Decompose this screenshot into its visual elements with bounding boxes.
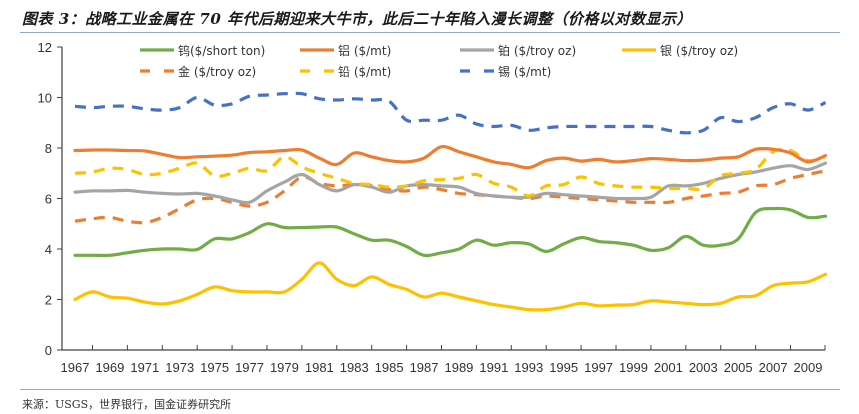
x-tick-label: 1981: [305, 360, 334, 375]
line-chart: 0 2 4 6 8 10 12 1967 1969 1971 1973 1975 1977 1979 198…: [38, 40, 828, 375]
x-tick-label: 1983: [340, 360, 369, 375]
y-tick-label: 0: [45, 343, 52, 358]
x-tick-label: 2001: [654, 360, 683, 375]
legend-label: 铂 ($/troy oz): [498, 43, 576, 58]
x-tick-label: 1973: [165, 360, 194, 375]
x-tick-label: 1967: [61, 360, 90, 375]
legend-item: 铝 ($/mt): [300, 43, 391, 58]
x-tick-label: 1971: [130, 360, 159, 375]
footer-divider: [20, 389, 840, 390]
x-tick-label: 1977: [235, 360, 264, 375]
series-line-2: [73, 161, 828, 205]
x-tick-label: 1975: [200, 360, 229, 375]
axes: 0 2 4 6 8 10 12 1967 1969 1971 1973 1975 1977 1979 198…: [38, 40, 826, 375]
y-tick-label: 10: [38, 91, 52, 106]
legend-label: 铅 ($/mt): [338, 65, 391, 79]
x-tick-label: 2009: [794, 360, 823, 375]
x-tick-label: 2005: [724, 360, 753, 375]
x-tick-label: 1987: [410, 360, 439, 375]
y-tick-label: 2: [45, 293, 52, 308]
legend-item: 钨($/short ton): [140, 43, 265, 58]
x-tick-label: 1985: [375, 360, 404, 375]
x-tick-label: 1979: [270, 360, 299, 375]
y-tick-label: 4: [45, 242, 52, 257]
x-tick-label: 1997: [584, 360, 613, 375]
series-layer: [73, 91, 828, 312]
x-tick-label: 1989: [444, 360, 473, 375]
x-tick-label: 1995: [549, 360, 578, 375]
x-tick-label: 2007: [759, 360, 788, 375]
title-divider: [20, 32, 840, 33]
x-tick-label: 1991: [479, 360, 508, 375]
series-line-1: [73, 144, 828, 170]
legend-item: 银 ($/troy oz): [622, 44, 738, 58]
legend: 钨($/short ton) 铝 ($/mt) 铂 ($/troy oz) 银 ($/…: [140, 43, 738, 79]
legend-item: 铅 ($/mt): [300, 65, 391, 79]
series-line-3: [73, 261, 828, 312]
y-tick-label: 12: [38, 40, 52, 55]
series-line-0: [73, 206, 828, 258]
x-tick-label: 1969: [95, 360, 124, 375]
legend-item: 锡 ($/mt): [460, 64, 551, 79]
series-line-6: [74, 91, 827, 135]
legend-label: 钨($/short ton): [178, 43, 265, 58]
legend-label: 银 ($/troy oz): [660, 44, 738, 58]
y-tick-label: 6: [45, 192, 52, 207]
legend-label: 锡 ($/mt): [498, 64, 551, 79]
series-line-4: [74, 169, 826, 225]
legend-item: 铂 ($/troy oz): [460, 43, 576, 58]
x-tick-label: 2003: [689, 360, 718, 375]
x-tick-label: 1999: [619, 360, 648, 375]
x-tick-label: 1993: [514, 360, 543, 375]
legend-label: 金 ($/troy oz): [178, 64, 256, 79]
y-tick-label: 8: [45, 141, 52, 156]
legend-item: 金 ($/troy oz): [140, 64, 256, 79]
chart-title: 图表 3：战略工业金属在 70 年代后期迎来大牛市，此后二十年陷入漫长调整（价格…: [22, 10, 692, 28]
source-note: 来源：USGS，世界银行，国金证券研究所: [22, 398, 232, 411]
legend-label: 铝 ($/mt): [338, 43, 391, 58]
